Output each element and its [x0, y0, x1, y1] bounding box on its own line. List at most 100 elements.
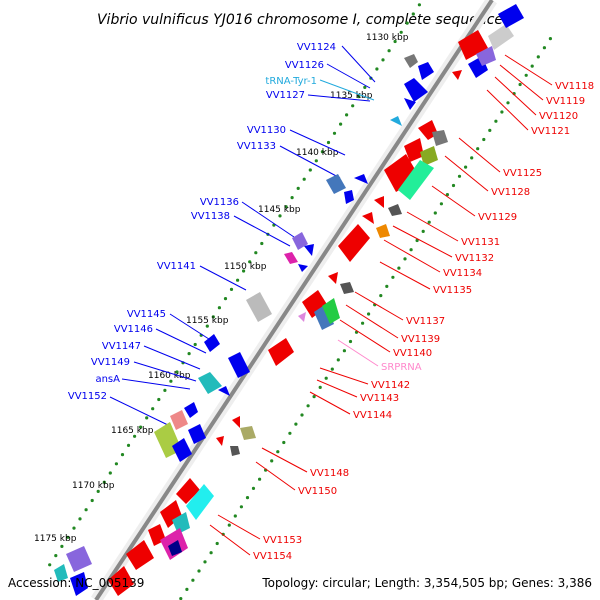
gene-label[interactable]: VV1144	[353, 410, 392, 421]
scale-dot	[391, 275, 395, 279]
gene-feature[interactable]	[172, 438, 192, 462]
gene-feature[interactable]	[328, 272, 338, 284]
gene-label[interactable]: VV1134	[443, 268, 482, 279]
scale-dot	[387, 49, 391, 53]
gene-label[interactable]: SRPRNA	[381, 362, 422, 373]
gene-feature[interactable]	[126, 540, 154, 570]
gene-label[interactable]: VV1139	[401, 334, 440, 345]
gene-label[interactable]: VV1121	[531, 126, 570, 137]
gene-feature[interactable]	[108, 566, 134, 596]
gene-feature[interactable]	[314, 304, 334, 330]
gene-feature[interactable]	[488, 24, 514, 50]
gene-label[interactable]: VV1137	[406, 316, 445, 327]
gene-feature[interactable]	[322, 298, 340, 324]
gene-label[interactable]: VV1119	[546, 96, 585, 107]
scale-dot	[270, 459, 274, 463]
gene-feature[interactable]	[452, 70, 462, 80]
gene-label[interactable]: VV1133	[237, 141, 276, 152]
gene-feature[interactable]	[230, 446, 240, 456]
gene-feature[interactable]	[354, 174, 368, 184]
gene-feature[interactable]	[188, 424, 206, 444]
gene-label[interactable]: VV1149	[91, 357, 130, 368]
gene-label[interactable]: VV1132	[455, 253, 494, 264]
label-connectors	[109, 45, 553, 556]
scale-dot	[179, 597, 183, 600]
gene-label[interactable]: VV1124	[297, 42, 336, 53]
gene-feature[interactable]	[284, 252, 298, 264]
gene-label[interactable]: VV1128	[491, 187, 530, 198]
gene-feature[interactable]	[66, 546, 92, 572]
gene-label[interactable]: VV1142	[371, 380, 410, 391]
gene-feature[interactable]	[362, 212, 374, 224]
gene-label[interactable]: VV1140	[393, 348, 432, 359]
gene-feature[interactable]	[418, 62, 434, 80]
gene-label[interactable]: VV1131	[461, 237, 500, 248]
gene-label[interactable]: VV1118	[555, 81, 594, 92]
gene-feature[interactable]	[476, 46, 496, 66]
gene-feature[interactable]	[172, 512, 190, 534]
gene-label[interactable]: VV1120	[539, 111, 578, 122]
gene-label[interactable]: VV1146	[114, 324, 153, 335]
gene-feature[interactable]	[404, 138, 424, 162]
gene-feature[interactable]	[268, 338, 294, 366]
gene-label[interactable]: VV1135	[433, 285, 472, 296]
gene-feature[interactable]	[340, 282, 354, 294]
gene-feature[interactable]	[404, 54, 418, 68]
gene-feature[interactable]	[160, 500, 182, 528]
gene-feature[interactable]	[374, 196, 384, 208]
gene-label[interactable]: VV1152	[68, 391, 107, 402]
gene-feature[interactable]	[204, 334, 220, 352]
gene-feature[interactable]	[376, 224, 390, 238]
gene-feature[interactable]	[338, 224, 370, 262]
gene-feature[interactable]	[298, 312, 306, 322]
gene-label[interactable]: VV1141	[157, 261, 196, 272]
gene-feature[interactable]	[404, 98, 416, 110]
gene-feature[interactable]	[432, 130, 448, 146]
gene-feature[interactable]	[246, 292, 272, 322]
gene-feature[interactable]	[198, 372, 222, 394]
gene-feature[interactable]	[304, 244, 314, 256]
scale-dot	[482, 137, 486, 142]
gene-feature[interactable]	[170, 410, 188, 430]
gene-label[interactable]: VV1136	[200, 197, 239, 208]
gene-feature[interactable]	[186, 484, 214, 520]
gene-feature[interactable]	[292, 232, 308, 250]
gene-feature[interactable]	[302, 290, 328, 318]
gene-feature[interactable]	[70, 572, 88, 596]
gene-label[interactable]: VV1153	[263, 535, 302, 546]
gene-label[interactable]: ansA	[95, 374, 120, 385]
gene-label[interactable]: VV1138	[191, 211, 230, 222]
gene-feature[interactable]	[184, 402, 198, 418]
gene-feature[interactable]	[228, 352, 250, 378]
gene-label[interactable]: VV1148	[310, 468, 349, 479]
gene-label[interactable]: VV1130	[247, 125, 286, 136]
gene-feature[interactable]	[344, 190, 354, 204]
gene-label[interactable]: VV1125	[503, 168, 542, 179]
gene-feature[interactable]	[420, 146, 438, 166]
gene-label[interactable]: VV1145	[127, 309, 166, 320]
gene-feature[interactable]	[390, 116, 402, 126]
gene-feature[interactable]	[458, 30, 488, 60]
gene-label[interactable]: VV1154	[253, 551, 292, 562]
gene-label[interactable]: VV1127	[266, 90, 305, 101]
gene-feature[interactable]	[404, 78, 428, 102]
gene-feature[interactable]	[232, 416, 240, 428]
gene-label[interactable]: VV1150	[298, 486, 337, 497]
gene-feature[interactable]	[498, 4, 524, 28]
gene-label[interactable]: VV1126	[285, 60, 324, 71]
gene-feature[interactable]	[398, 160, 434, 200]
gene-label[interactable]: tRNA-Tyr-1	[265, 76, 317, 87]
gene-feature[interactable]	[388, 204, 402, 216]
gene-feature[interactable]	[240, 426, 256, 440]
gene-label[interactable]: VV1143	[360, 393, 399, 404]
gene-feature[interactable]	[326, 174, 346, 194]
gene-label[interactable]: VV1147	[102, 341, 141, 352]
gene-feature[interactable]	[218, 386, 230, 396]
gene-feature[interactable]	[54, 564, 68, 582]
gene-feature[interactable]	[168, 540, 182, 556]
gene-feature[interactable]	[176, 478, 200, 504]
gene-feature[interactable]	[216, 436, 224, 446]
scale-dot	[405, 21, 409, 25]
gene-label[interactable]: VV1129	[478, 212, 517, 223]
gene-feature[interactable]	[298, 264, 308, 272]
